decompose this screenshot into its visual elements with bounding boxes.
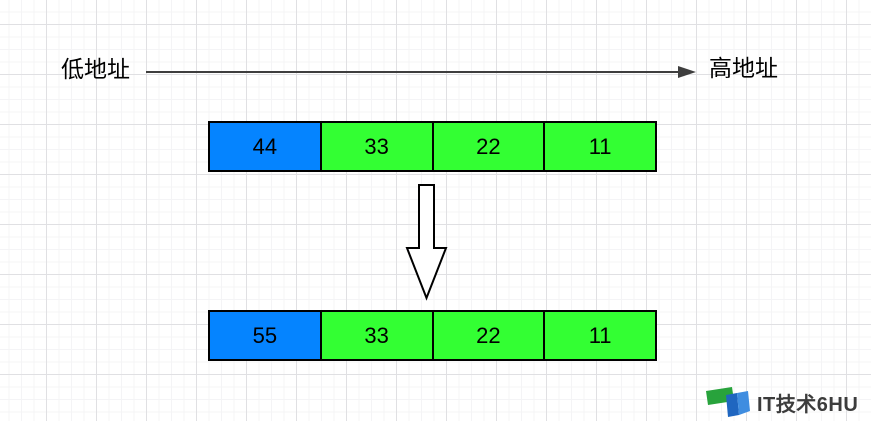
watermark: IT技术6HU bbox=[705, 386, 858, 418]
high-address-label: 高地址 bbox=[709, 55, 778, 81]
memory-cell: 55 bbox=[210, 312, 320, 359]
memory-cell: 22 bbox=[431, 312, 544, 359]
memory-cell: 33 bbox=[319, 123, 432, 170]
down-arrow-icon bbox=[405, 184, 448, 301]
memory-cell: 22 bbox=[431, 123, 544, 170]
low-address-label: 低地址 bbox=[61, 56, 130, 82]
watermark-logo-icon bbox=[706, 387, 750, 417]
memory-cell: 33 bbox=[319, 312, 432, 359]
memory-cell: 11 bbox=[543, 312, 655, 359]
right-arrow-icon bbox=[146, 66, 696, 78]
watermark-text: IT技术6HU bbox=[757, 393, 859, 416]
memory-cell: 44 bbox=[210, 123, 320, 170]
memory-cell: 11 bbox=[543, 123, 655, 170]
memory-row-before: 44 33 22 11 bbox=[208, 121, 657, 172]
memory-row-after: 55 33 22 11 bbox=[208, 310, 657, 361]
